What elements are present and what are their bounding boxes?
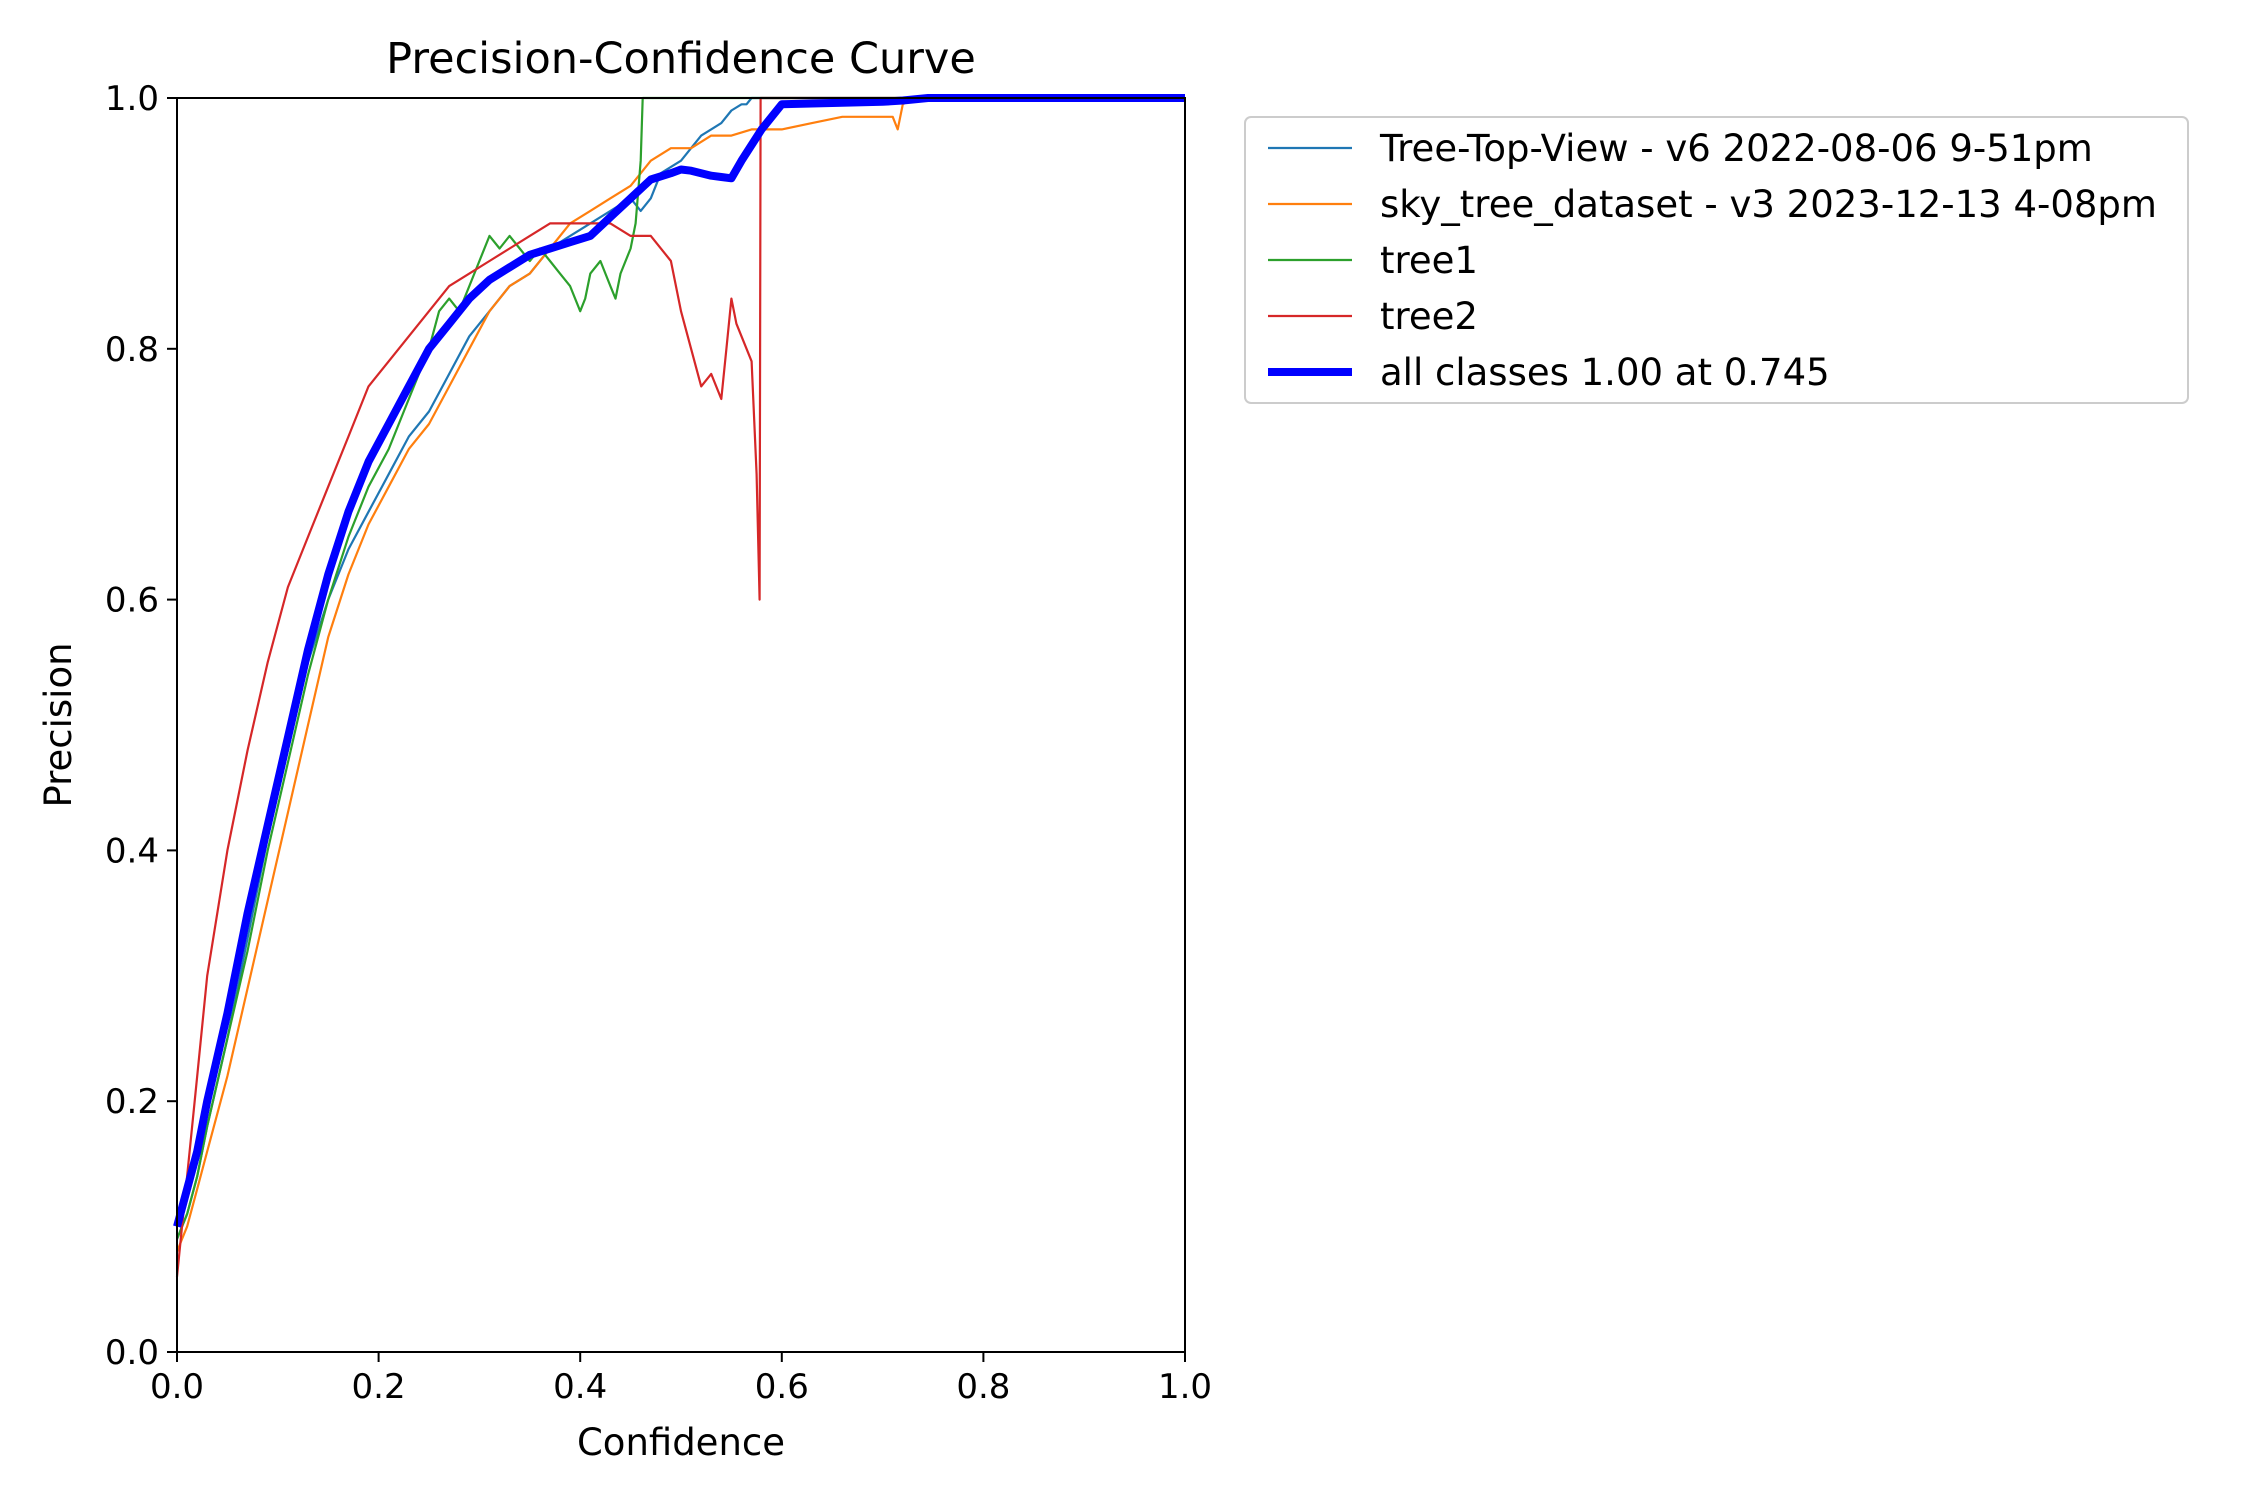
x-tick-label: 0.8 [956, 1367, 1010, 1407]
series-layer [173, 94, 1185, 1277]
y-tick-label: 1.0 [105, 79, 159, 119]
legend-label-1: Tree-Top-View - v6 2022-08-06 9-51pm [1379, 127, 2093, 170]
plot-frame [176, 97, 1186, 1353]
y-tick-label: 0.6 [105, 581, 159, 621]
y-tick-label: 0.8 [105, 330, 159, 370]
x-tick-label: 0.4 [553, 1367, 607, 1407]
y-tick-label: 0.2 [105, 1082, 159, 1122]
series-line-2 [175, 96, 1185, 1253]
y-tick-label: 0.4 [105, 831, 159, 871]
x-axis-label: Confidence [577, 1421, 785, 1464]
x-axis: 0.0 0.2 0.4 0.6 0.8 1.0 [150, 1352, 1212, 1407]
y-axis: 0.0 0.2 0.4 0.6 0.8 1.0 [105, 79, 177, 1373]
x-tick-label: 0.2 [352, 1367, 406, 1407]
plot-area [173, 94, 1186, 1353]
series-line-5 [173, 94, 1185, 1228]
legend: Tree-Top-View - v6 2022-08-06 9-51pm sky_… [1244, 116, 2189, 404]
series-line-1 [175, 96, 1185, 1240]
legend-label-5: all classes 1.00 at 0.745 [1380, 351, 1830, 394]
chart-title: Precision-Confidence Curve [386, 34, 976, 84]
legend-label-3: tree1 [1380, 239, 1478, 282]
y-tick-label: 0.0 [105, 1333, 159, 1373]
x-tick-label: 1.0 [1158, 1367, 1212, 1407]
x-tick-label: 0.6 [755, 1367, 809, 1407]
legend-label-4: tree2 [1380, 295, 1478, 338]
legend-items: Tree-Top-View - v6 2022-08-06 9-51pm sky_… [1268, 127, 2157, 394]
x-tick-label: 0.0 [150, 1367, 204, 1407]
series-line-4 [175, 96, 1185, 1277]
series-line-3 [175, 96, 1185, 1240]
legend-label-2: sky_tree_dataset - v3 2023-12-13 4-08pm [1380, 183, 2157, 226]
legend-box [1244, 116, 2189, 404]
y-axis-label: Precision [37, 642, 80, 807]
